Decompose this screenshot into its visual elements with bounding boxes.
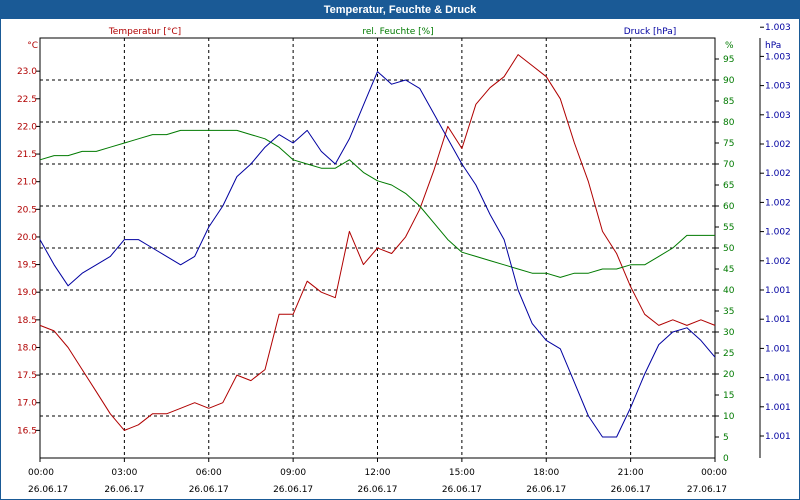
x-tick-date: 26.06.17 [273, 485, 313, 495]
temperature-line [39, 54, 716, 431]
temperature-axis-label: Temperatur [°C] [108, 27, 181, 37]
temperature-tick-label: 19.5 [17, 261, 37, 271]
chart-title: Temperatur, Feuchte & Druck [1, 1, 799, 19]
humidity-tick-labels: 0 5 10 15 20 25 30 35 40 45 50 55 60 65 70 75 80 85 90 95 [723, 55, 735, 464]
humidity-tick-label: 75 [723, 139, 734, 149]
x-tick-time: 09:00 [280, 468, 306, 478]
humidity-line [39, 129, 715, 278]
humidity-tick-label: 40 [723, 286, 735, 296]
series-lines [39, 54, 716, 438]
x-tick-time: 00:00 [701, 468, 727, 478]
pressure-tick-label: 1.003 [765, 82, 791, 92]
humidity-tick-label: 80 [723, 118, 735, 128]
x-tick-date: 26.06.17 [189, 485, 229, 495]
humidity-axis-label: rel. Feuchte [%] [362, 27, 433, 37]
x-tick-time: 06:00 [196, 468, 222, 478]
pressure-tick-label: 1.003 [765, 23, 791, 33]
humidity-tick-label: 65 [723, 181, 734, 191]
temperature-tick-label: 22.0 [17, 122, 37, 132]
pressure-tick-label: 1.001 [765, 315, 791, 325]
temperature-tick-label: 17.5 [17, 371, 37, 381]
x-tick-time: 21:00 [618, 468, 644, 478]
x-tick-labels: 00:00 26.06.17 03:00 26.06.17 06:00 26.06.17 0… [28, 458, 727, 495]
temperature-tick-label: 19.0 [17, 288, 37, 298]
temperature-tick-label: 16.5 [17, 426, 37, 436]
humidity-tick-label: 55 [723, 223, 734, 233]
pressure-tick-label: 1.001 [765, 403, 791, 413]
temperature-tick-label: 20.0 [17, 233, 37, 243]
x-tick-date: 26.06.17 [28, 485, 68, 495]
humidity-tick-label: 85 [723, 97, 734, 107]
humidity-tick-label: 95 [723, 55, 734, 65]
humidity-tick-label: 35 [723, 307, 734, 317]
pressure-tick-label: 1.001 [765, 374, 791, 384]
humidity-tick-label: 90 [723, 76, 735, 86]
pressure-tick-label: 1.003 [765, 111, 791, 121]
temperature-tick-label: 22.5 [17, 95, 37, 105]
pressure-unit: hPa [765, 41, 781, 51]
pressure-tick-label: 1.002 [765, 169, 791, 179]
humidity-tick-label: 60 [723, 202, 735, 212]
temperature-tick-label: 21.0 [17, 178, 37, 188]
pressure-tick-label: 1.003 [765, 52, 791, 62]
pressure-tick-label: 1.002 [765, 140, 791, 150]
x-tick-date: 26.06.17 [526, 485, 566, 495]
humidity-tick-label: 15 [723, 391, 734, 401]
temperature-tick-labels: 16.5 17.0 17.5 18.0 18.5 19.0 19.5 20.0 20.5 21.0… [17, 67, 40, 436]
humidity-tick-label: 50 [723, 244, 735, 254]
temperature-tick-label: 21.5 [17, 150, 37, 160]
humidity-unit: % [725, 41, 734, 51]
pressure-tick-label: 1.002 [765, 228, 791, 238]
x-tick-date: 26.06.17 [442, 485, 482, 495]
humidity-tick-label: 10 [723, 412, 735, 422]
humidity-tick-label: 0 [723, 454, 729, 464]
humidity-tick-label: 20 [723, 370, 735, 380]
temperature-tick-label: 17.0 [17, 399, 37, 409]
pressure-tick-label: 1.002 [765, 257, 791, 267]
x-tick-time: 18:00 [533, 468, 559, 478]
x-tick-time: 12:00 [365, 468, 391, 478]
humidity-tick-label: 45 [723, 265, 734, 275]
pressure-axis-label: Druck [hPa] [624, 27, 677, 37]
pressure-line [39, 71, 716, 438]
x-tick-date: 26.06.17 [104, 485, 144, 495]
pressure-tick-labels: 1.001 1.001 1.001 1.001 1.001 1.001 1.002 1.002… [760, 23, 791, 442]
x-tick-date: 26.06.17 [611, 485, 651, 495]
humidity-tick-label: 5 [723, 433, 729, 443]
humidity-tick-label: 25 [723, 349, 734, 359]
pressure-tick-label: 1.001 [765, 286, 791, 296]
pressure-tick-label: 1.001 [765, 344, 791, 354]
pressure-tick-label: 1.001 [765, 432, 791, 442]
temperature-tick-label: 18.5 [17, 316, 37, 326]
temperature-tick-label: 18.0 [17, 343, 37, 353]
x-tick-date: 27.06.17 [687, 485, 727, 495]
temperature-tick-label: 20.5 [17, 205, 37, 215]
x-tick-time: 03:00 [111, 468, 137, 478]
humidity-tick-label: 70 [723, 160, 735, 170]
pressure-tick-label: 1.002 [765, 198, 791, 208]
x-tick-date: 26.06.17 [357, 485, 397, 495]
humidity-tick-label: 30 [723, 328, 735, 338]
x-tick-time: 00:00 [28, 468, 54, 478]
temperature-tick-label: 23.0 [17, 67, 37, 77]
temperature-unit: °C [27, 41, 38, 51]
x-tick-time: 15:00 [449, 468, 475, 478]
